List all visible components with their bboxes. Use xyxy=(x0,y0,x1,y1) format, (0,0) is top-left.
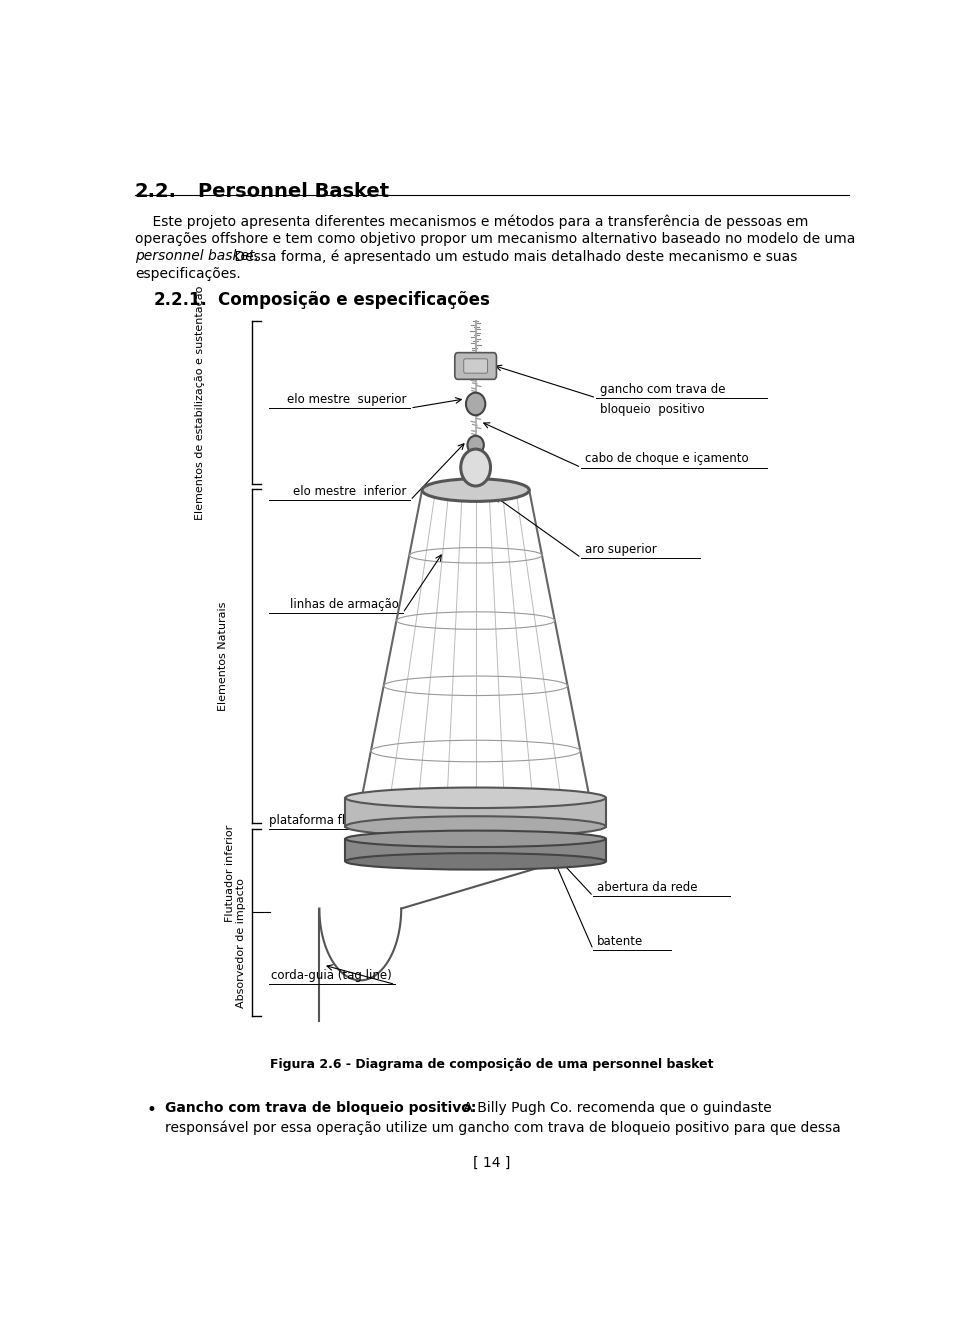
Ellipse shape xyxy=(346,854,606,870)
Text: Este projeto apresenta diferentes mecanismos e métodos para a transferência de p: Este projeto apresenta diferentes mecani… xyxy=(134,214,808,229)
Text: Absorvedor de impacto: Absorvedor de impacto xyxy=(235,878,246,1008)
Text: 2.2.: 2.2. xyxy=(134,182,177,201)
Ellipse shape xyxy=(346,787,606,809)
Ellipse shape xyxy=(468,436,484,454)
Text: Elementos Naturais: Elementos Naturais xyxy=(218,602,228,711)
Text: operações offshore e tem como objetivo propor um mecanismo alternativo baseado n: operações offshore e tem como objetivo p… xyxy=(134,232,855,245)
Text: personnel basket.: personnel basket. xyxy=(134,249,259,264)
Text: Dessa forma, é apresentado um estudo mais detalhado deste mecanismo e suas: Dessa forma, é apresentado um estudo mai… xyxy=(230,249,798,264)
Ellipse shape xyxy=(461,449,491,486)
Text: linhas de armação: linhas de armação xyxy=(290,598,399,611)
Text: especificações.: especificações. xyxy=(134,266,241,281)
Text: responsável por essa operação utilize um gancho com trava de bloqueio positivo p: responsável por essa operação utilize um… xyxy=(165,1120,840,1135)
Ellipse shape xyxy=(466,393,486,416)
Text: corda-guia (tag line): corda-guia (tag line) xyxy=(271,970,392,983)
FancyBboxPatch shape xyxy=(464,358,488,373)
Text: aro superior: aro superior xyxy=(585,542,657,555)
Text: elo mestre  inferior: elo mestre inferior xyxy=(293,485,406,498)
Text: abertura da rede: abertura da rede xyxy=(597,882,697,894)
Text: [ 14 ]: [ 14 ] xyxy=(473,1156,511,1169)
Text: Elementos de estabilização e sustentação: Elementos de estabilização e sustentação xyxy=(195,285,205,519)
Text: plataforma flutuante: plataforma flutuante xyxy=(269,814,392,826)
Bar xyxy=(346,839,606,862)
Text: 2.2.1.: 2.2.1. xyxy=(154,292,207,309)
Text: batente: batente xyxy=(597,935,643,947)
Text: Gancho com trava de bloqueio positivo:: Gancho com trava de bloqueio positivo: xyxy=(165,1102,476,1115)
Ellipse shape xyxy=(346,831,606,847)
Text: elo mestre  superior: elo mestre superior xyxy=(287,393,406,406)
Text: •: • xyxy=(146,1102,156,1119)
Ellipse shape xyxy=(346,817,606,836)
Bar xyxy=(346,798,606,826)
Text: Figura 2.6 - Diagrama de composição de uma personnel basket: Figura 2.6 - Diagrama de composição de u… xyxy=(271,1058,713,1071)
Text: Personnel Basket: Personnel Basket xyxy=(198,182,389,201)
FancyBboxPatch shape xyxy=(455,353,496,380)
Ellipse shape xyxy=(422,478,529,501)
Text: cabo de choque e içamento: cabo de choque e içamento xyxy=(585,453,749,465)
Text: bloqueio  positivo: bloqueio positivo xyxy=(600,404,705,416)
Text: Composição e especificações: Composição e especificações xyxy=(218,292,491,309)
Text: Flutuador inferior: Flutuador inferior xyxy=(225,825,235,922)
Text: A Billy Pugh Co. recomenda que o guindaste: A Billy Pugh Co. recomenda que o guindas… xyxy=(459,1102,771,1115)
Text: gancho com trava de: gancho com trava de xyxy=(600,382,726,396)
